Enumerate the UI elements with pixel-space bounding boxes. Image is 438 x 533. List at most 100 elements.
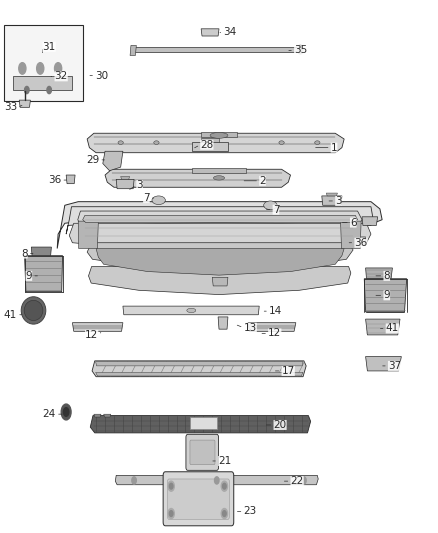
Polygon shape	[25, 256, 63, 292]
Circle shape	[168, 508, 174, 519]
Polygon shape	[130, 45, 136, 55]
Text: 17: 17	[282, 366, 295, 376]
Polygon shape	[94, 414, 101, 417]
Circle shape	[64, 408, 69, 416]
Ellipse shape	[264, 201, 277, 209]
Text: 6: 6	[350, 217, 357, 228]
Polygon shape	[69, 223, 371, 252]
Polygon shape	[57, 201, 382, 248]
Polygon shape	[341, 221, 361, 248]
Polygon shape	[326, 193, 337, 196]
Text: 8: 8	[384, 271, 390, 281]
Polygon shape	[87, 133, 344, 152]
Text: 41: 41	[386, 324, 399, 334]
FancyBboxPatch shape	[190, 440, 215, 465]
Polygon shape	[83, 215, 357, 223]
Text: 29: 29	[86, 155, 99, 165]
Circle shape	[47, 86, 51, 94]
Circle shape	[298, 45, 303, 54]
Polygon shape	[364, 279, 407, 312]
Circle shape	[221, 508, 227, 519]
Text: 31: 31	[42, 42, 56, 52]
Polygon shape	[132, 47, 300, 53]
Polygon shape	[218, 317, 228, 329]
Text: 22: 22	[290, 476, 304, 486]
Ellipse shape	[279, 141, 284, 144]
Text: 41: 41	[4, 310, 17, 320]
Polygon shape	[78, 221, 98, 248]
Polygon shape	[96, 248, 344, 275]
Polygon shape	[366, 319, 400, 335]
Polygon shape	[357, 237, 366, 245]
Circle shape	[223, 483, 226, 489]
Ellipse shape	[210, 133, 228, 138]
Text: 34: 34	[223, 27, 237, 37]
Ellipse shape	[213, 176, 225, 180]
Text: 7: 7	[143, 193, 150, 203]
Circle shape	[37, 63, 44, 74]
Text: 12: 12	[268, 328, 281, 338]
Text: 8: 8	[21, 248, 28, 259]
Ellipse shape	[187, 308, 196, 312]
Text: 37: 37	[388, 361, 401, 371]
Polygon shape	[192, 142, 228, 150]
Text: 2: 2	[259, 176, 266, 186]
Circle shape	[25, 86, 29, 94]
Text: 28: 28	[200, 140, 213, 150]
Polygon shape	[88, 266, 351, 295]
Polygon shape	[87, 243, 353, 269]
Polygon shape	[366, 357, 401, 371]
Circle shape	[61, 404, 71, 420]
Polygon shape	[72, 322, 123, 332]
Text: 9: 9	[25, 271, 32, 281]
Bar	[4, 25, 83, 101]
Polygon shape	[201, 138, 219, 142]
Text: 36: 36	[48, 175, 61, 185]
Polygon shape	[92, 361, 306, 377]
Polygon shape	[19, 100, 30, 107]
Polygon shape	[121, 176, 130, 179]
Text: 33: 33	[4, 102, 17, 112]
FancyBboxPatch shape	[168, 479, 229, 519]
Circle shape	[221, 481, 227, 491]
Polygon shape	[322, 196, 342, 205]
Polygon shape	[192, 168, 246, 173]
Bar	[190, 417, 217, 429]
Circle shape	[170, 511, 173, 516]
Polygon shape	[104, 414, 111, 417]
Ellipse shape	[21, 297, 46, 324]
Circle shape	[170, 483, 173, 489]
Ellipse shape	[154, 141, 159, 144]
Polygon shape	[105, 169, 290, 187]
Text: 3: 3	[136, 180, 143, 190]
Polygon shape	[362, 217, 378, 225]
Polygon shape	[95, 373, 303, 376]
Polygon shape	[78, 211, 362, 227]
Polygon shape	[115, 475, 318, 484]
Text: 12: 12	[85, 330, 98, 340]
Text: 23: 23	[244, 506, 257, 516]
FancyBboxPatch shape	[186, 434, 219, 470]
Circle shape	[54, 63, 62, 74]
Text: 7: 7	[272, 205, 279, 215]
Circle shape	[302, 477, 306, 484]
Polygon shape	[95, 361, 303, 366]
Ellipse shape	[314, 141, 320, 144]
Text: 3: 3	[335, 196, 342, 206]
Polygon shape	[66, 175, 75, 184]
Text: 32: 32	[54, 71, 68, 82]
Text: 13: 13	[244, 322, 257, 333]
Polygon shape	[14, 76, 71, 90]
Polygon shape	[31, 247, 51, 257]
Polygon shape	[201, 29, 219, 36]
Polygon shape	[366, 268, 392, 279]
Circle shape	[168, 481, 174, 491]
Ellipse shape	[152, 196, 166, 205]
Ellipse shape	[24, 301, 43, 320]
Text: 30: 30	[95, 71, 108, 80]
Polygon shape	[212, 277, 228, 286]
FancyBboxPatch shape	[163, 472, 234, 526]
Text: 1: 1	[331, 143, 337, 152]
Polygon shape	[90, 416, 311, 433]
Ellipse shape	[118, 141, 124, 144]
